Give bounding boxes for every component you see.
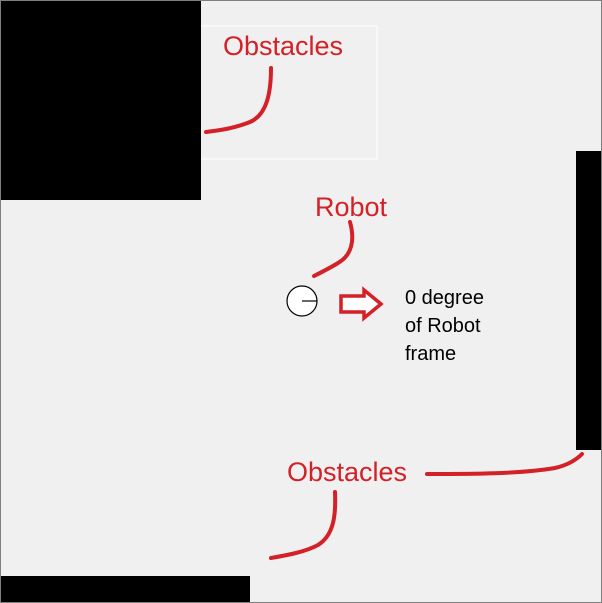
pointer-robot [312, 220, 355, 278]
label-frame-line1: 0 degree [405, 287, 484, 309]
obstacle-bottom-left [1, 576, 250, 602]
heading-arrow-icon [339, 286, 384, 322]
label-frame-line2: of Robot [405, 315, 481, 337]
label-obstacles-top: Obstacles [223, 31, 343, 61]
pointer-obstacles-right [425, 452, 584, 476]
obstacle-right [576, 151, 601, 450]
pointer-obstacles-top [204, 66, 273, 134]
obstacle-top-left [1, 1, 201, 200]
label-frame-line3: frame [405, 343, 456, 365]
label-obstacles-bottom: Obstacles [287, 457, 407, 487]
pointer-obstacles-bottom [269, 490, 338, 560]
robot-icon [286, 285, 318, 317]
label-robot: Robot [315, 192, 388, 222]
